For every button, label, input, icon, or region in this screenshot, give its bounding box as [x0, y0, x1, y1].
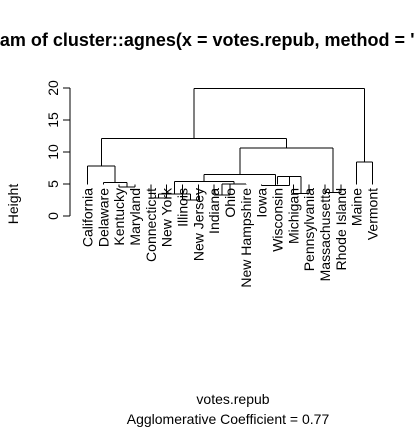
- y-tick-label: 20: [45, 80, 61, 96]
- y-tick-label: 15: [45, 112, 61, 128]
- y-tick-label: 0: [45, 212, 61, 220]
- agglomerative-coefficient: Agglomerative Coefficient = 0.77: [127, 411, 330, 427]
- leaf-label: New Hampshire: [238, 188, 254, 288]
- leaf-labels: California Delaware Kentucky Maryland Connec…: [80, 187, 381, 288]
- chart-title: Dendrogram of cluster::agnes(x = votes.r…: [0, 30, 415, 50]
- merge-link: [100, 138, 287, 167]
- leaf-label: Delaware: [95, 188, 111, 247]
- y-tick-label: 5: [45, 180, 61, 188]
- leaf-label: New Jersey: [190, 188, 206, 261]
- x-axis-label: votes.repub: [196, 391, 269, 407]
- y-tick-label: 10: [45, 144, 61, 160]
- leaf-label: Indiana: [206, 188, 222, 234]
- leaf-label: California: [80, 188, 96, 247]
- leaf-label: Illinois: [174, 188, 190, 227]
- leaf-label: Kentucky: [111, 188, 127, 246]
- merge-link: [102, 182, 128, 188]
- leaf-label: New York: [159, 187, 175, 247]
- merge-link: [193, 88, 366, 163]
- leaf-label: Ohio: [222, 188, 238, 218]
- leaf-label: Rhode Island: [333, 188, 349, 271]
- leaf-label: Maryland: [127, 188, 143, 246]
- merge-link: [87, 165, 116, 185]
- dendrogram-tree: [87, 88, 373, 201]
- leaf-label: Connecticut: [143, 188, 159, 262]
- leaf-label: Maine: [349, 188, 365, 226]
- y-axis-label: Height: [5, 184, 21, 225]
- leaf-label: Wisconsin: [269, 188, 285, 252]
- leaf-label: Massachusetts: [317, 188, 333, 281]
- leaf-label: Michigan: [285, 188, 301, 244]
- y-axis: 0 5 10 15 20: [45, 80, 71, 220]
- merge-link: [356, 161, 373, 185]
- leaf-label: Iowa: [254, 188, 270, 218]
- leaf-label: Pennsylvania: [301, 188, 317, 271]
- leaf-label: Vermont: [364, 188, 380, 240]
